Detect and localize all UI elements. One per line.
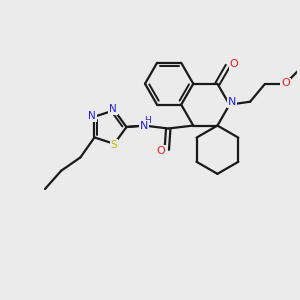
Text: N: N: [228, 97, 236, 107]
Text: N: N: [88, 111, 96, 121]
Text: N: N: [140, 121, 148, 130]
Text: S: S: [110, 140, 117, 150]
Text: N: N: [109, 104, 117, 114]
Text: H: H: [144, 116, 150, 125]
Text: O: O: [281, 79, 290, 88]
Text: O: O: [230, 59, 239, 69]
Text: O: O: [156, 146, 165, 156]
